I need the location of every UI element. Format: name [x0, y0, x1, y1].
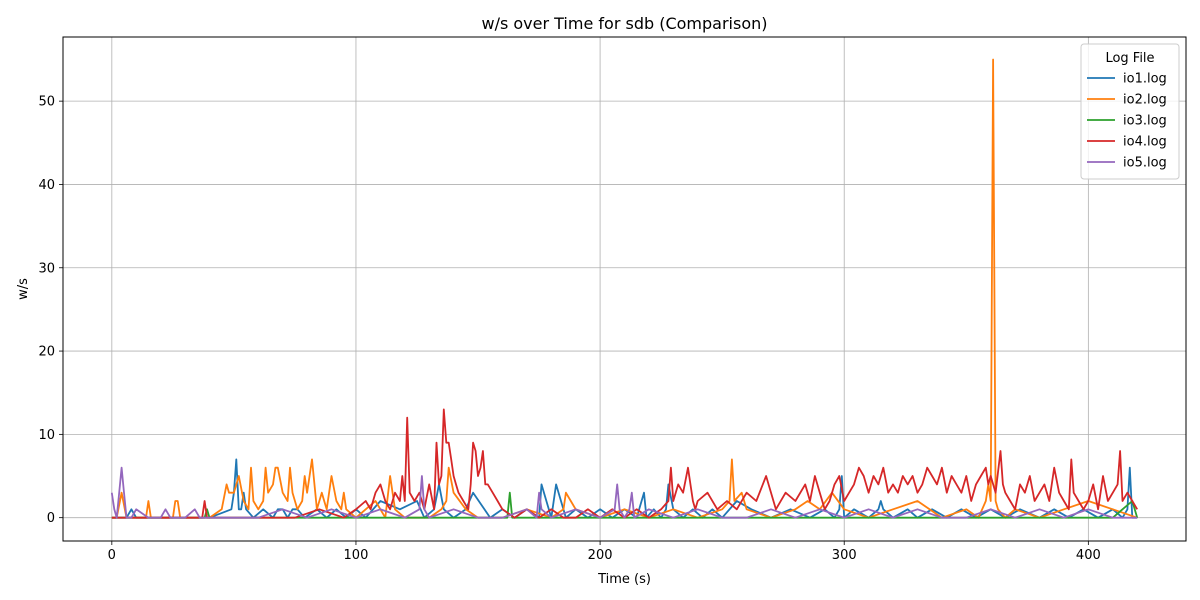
x-tick-label: 100 — [344, 548, 369, 563]
grid-lines — [63, 37, 1186, 541]
legend-items: io1.log io2.log io3.log io4.log io5.log — [1087, 72, 1167, 171]
x-axis-label: Time (s) — [597, 572, 651, 587]
y-tick-label: 30 — [38, 261, 55, 276]
y-tick-label: 50 — [38, 95, 55, 110]
legend: Log File io1.log io2.log io3.log io4.log io5… — [1080, 43, 1180, 180]
y-axis-label: w/s — [16, 278, 31, 300]
x-tick-label: 400 — [1076, 548, 1101, 563]
legend-title: Log File — [1105, 51, 1154, 66]
x-tick-label: 200 — [588, 548, 613, 563]
series-line-io5-log — [110, 466, 1138, 519]
series-lines — [110, 58, 1139, 519]
y-tick-label: 40 — [38, 178, 55, 193]
plot-frame — [62, 36, 1187, 542]
chart-title: w/s over Time for sdb (Comparison) — [481, 14, 767, 33]
legend-label: io5.log — [1123, 156, 1167, 171]
legend-label: io3.log — [1123, 114, 1167, 129]
legend-label: io2.log — [1123, 93, 1167, 108]
x-tick-label: 0 — [108, 548, 116, 563]
x-axis-ticks: 0 100 200 300 400 — [108, 541, 1101, 563]
y-tick-label: 20 — [38, 345, 55, 360]
series-line-io4-log — [111, 408, 1138, 519]
y-tick-label: 10 — [38, 428, 55, 443]
y-tick-label: 0 — [47, 511, 55, 526]
x-tick-label: 300 — [832, 548, 857, 563]
y-axis-ticks: 0 10 20 30 40 50 — [38, 95, 63, 526]
series-line-io3-log — [111, 491, 1139, 519]
legend-label: io4.log — [1123, 135, 1167, 150]
legend-label: io1.log — [1123, 72, 1167, 87]
